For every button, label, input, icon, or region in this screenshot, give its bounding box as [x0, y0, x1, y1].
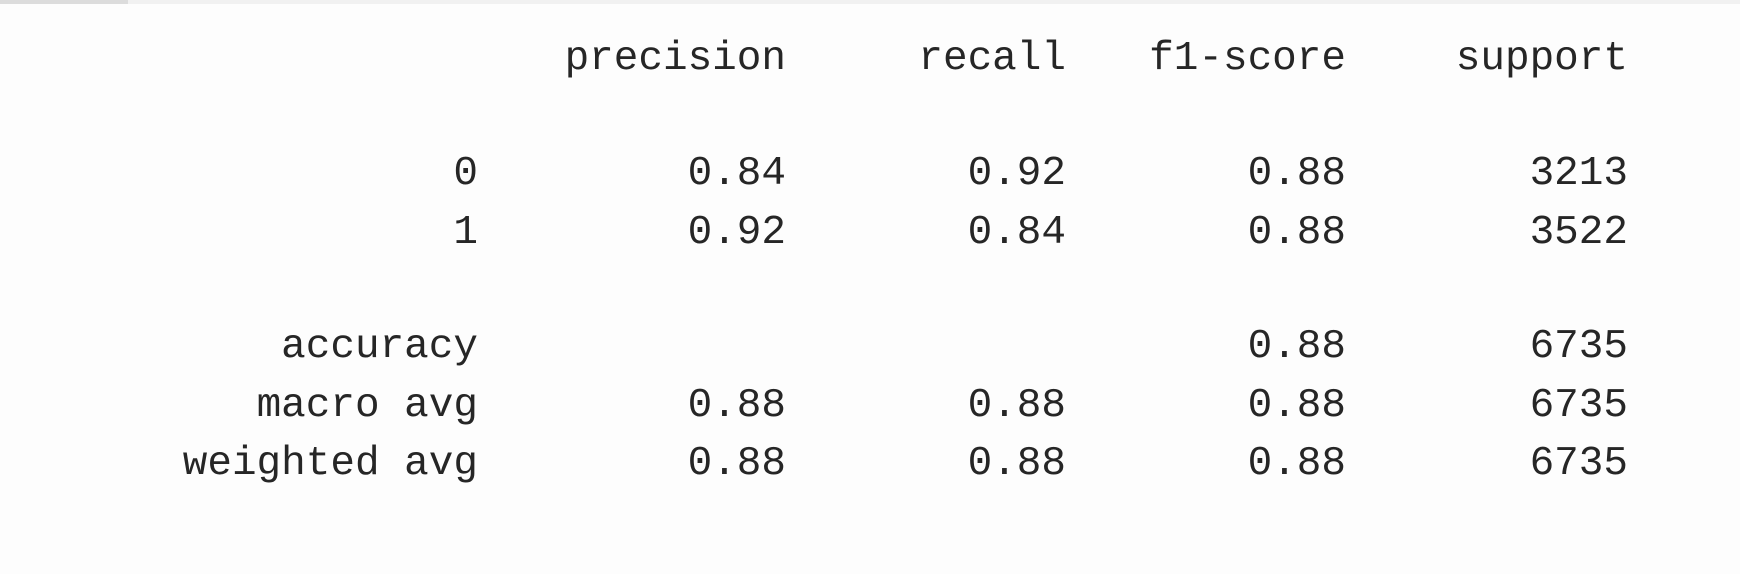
- f1-score-value: 0.88: [1247, 383, 1346, 429]
- f1-score-value: 0.88: [1247, 324, 1346, 370]
- precision-value: 0.92: [687, 210, 786, 256]
- recall-value: 0.88: [967, 383, 1066, 429]
- header-f1-score: f1-score: [1149, 36, 1346, 82]
- support-value: 6735: [1529, 324, 1628, 370]
- recall-value: 0.88: [967, 441, 1066, 487]
- header-recall: recall: [918, 36, 1066, 82]
- header-precision: precision: [564, 36, 786, 82]
- f1-score-value: 0.88: [1247, 210, 1346, 256]
- row-label: 1: [453, 210, 478, 256]
- support-value: 6735: [1529, 441, 1628, 487]
- top-bar: [0, 0, 1740, 4]
- support-value: 6735: [1529, 383, 1628, 429]
- support-value: 3522: [1529, 210, 1628, 256]
- row-label: 0: [453, 151, 478, 197]
- top-bar-tab[interactable]: [0, 0, 128, 4]
- support-value: 3213: [1529, 151, 1628, 197]
- f1-score-value: 0.88: [1247, 151, 1346, 197]
- recall-value: 0.84: [967, 210, 1066, 256]
- header-support: support: [1455, 36, 1628, 82]
- precision-value: 0.88: [687, 383, 786, 429]
- row-label: accuracy: [281, 324, 478, 370]
- row-label: macro avg: [256, 383, 478, 429]
- recall-value: 0.92: [967, 151, 1066, 197]
- f1-score-value: 0.88: [1247, 441, 1346, 487]
- row-label: weighted avg: [182, 441, 478, 487]
- precision-value: 0.88: [687, 441, 786, 487]
- precision-value: 0.84: [687, 151, 786, 197]
